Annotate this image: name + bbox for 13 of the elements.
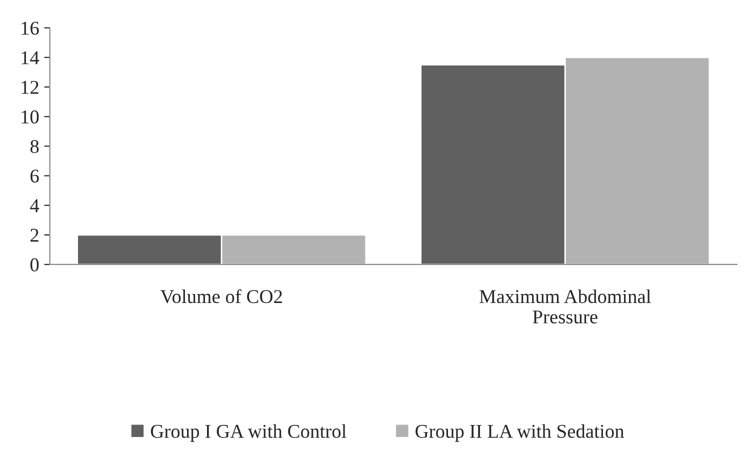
x-tick-label: Volume of CO2 xyxy=(160,289,282,304)
x-tick-label: Maximum Abdominal Pressure xyxy=(480,289,651,324)
y-tick-label: 8 xyxy=(30,140,39,154)
y-tick-label: 0 xyxy=(30,258,39,272)
y-tick-label: 16 xyxy=(22,22,39,35)
y-tick-label: 10 xyxy=(22,110,39,124)
y-tick-label: 12 xyxy=(22,80,38,94)
y-tick-label: 14 xyxy=(22,51,40,64)
y-tick-label: 4 xyxy=(30,199,40,212)
y-tick-label: 2 xyxy=(30,228,38,242)
legend-label: Group I GA with Control xyxy=(150,424,346,442)
legend-label: Group II LA with Sedation xyxy=(416,424,624,442)
y-tick-label: 6 xyxy=(30,170,39,183)
